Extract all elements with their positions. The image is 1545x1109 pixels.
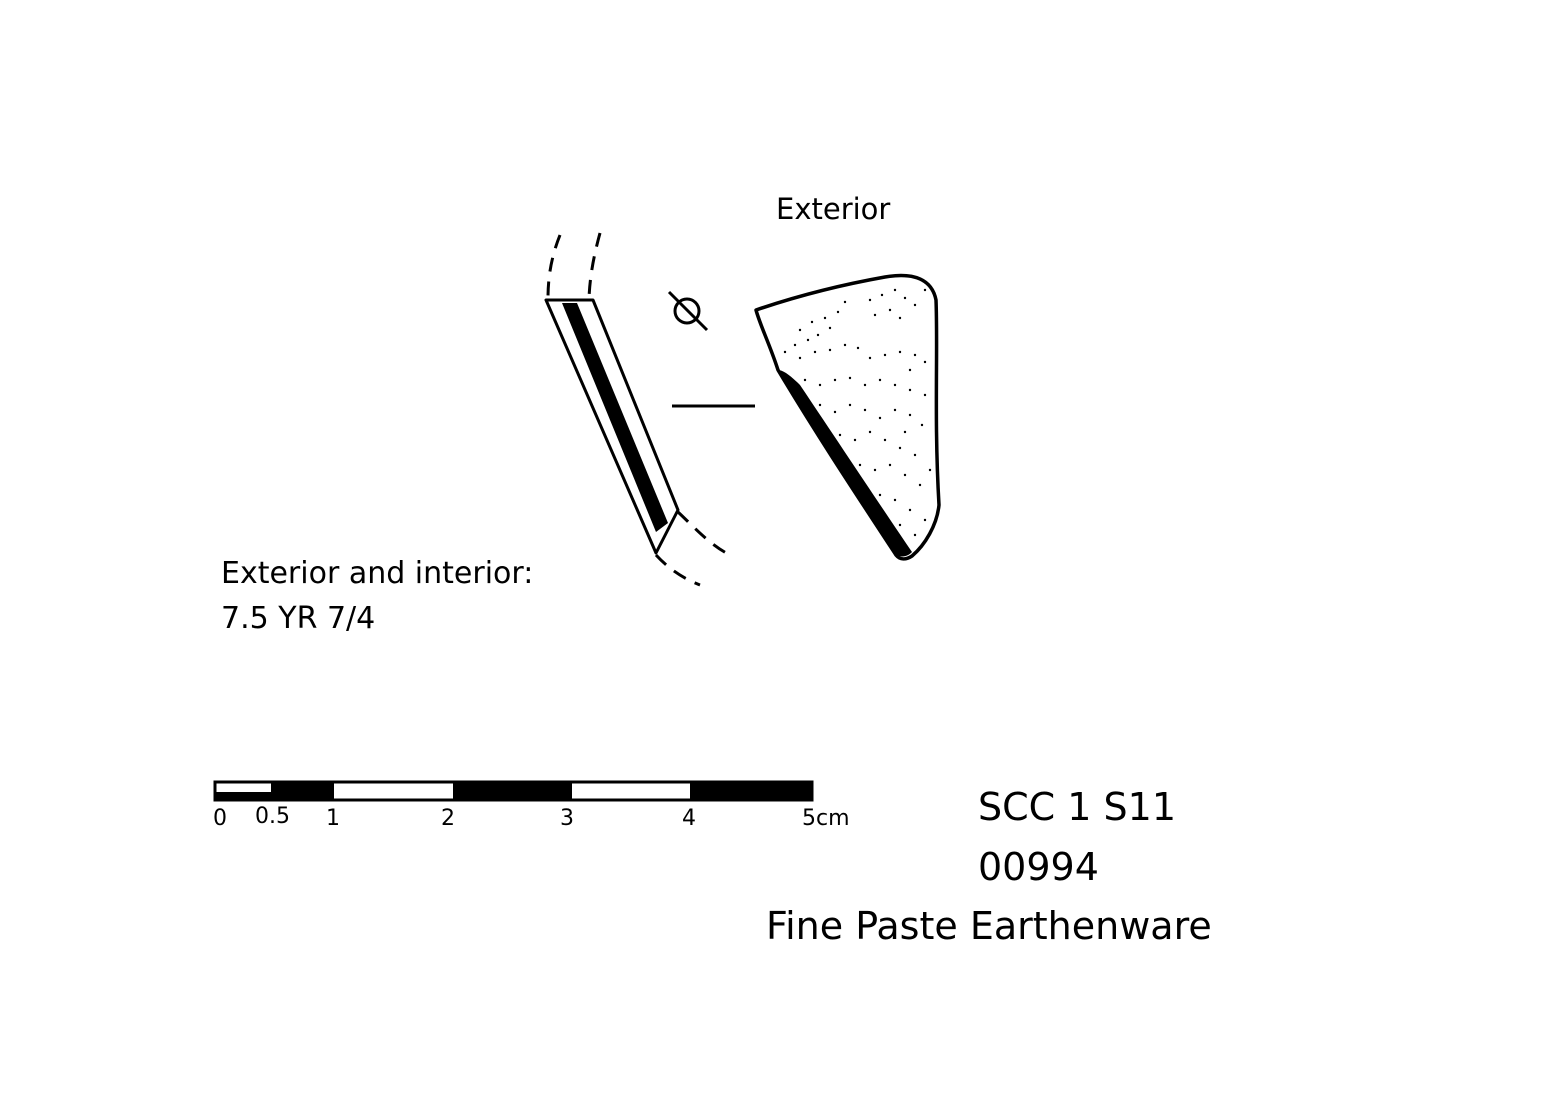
- profile-section: [544, 298, 680, 555]
- scale-segment: [453, 782, 572, 800]
- scale-tick-label: 5cm: [802, 806, 850, 831]
- scale-tick-label: 1: [326, 806, 340, 831]
- scale-tick-label: 0.5: [255, 804, 290, 829]
- color-note-title: Exterior and interior:: [221, 556, 534, 591]
- scale-tick-label: 4: [682, 806, 696, 831]
- scale-segment: [690, 782, 812, 800]
- exterior-view-sherd: [754, 273, 941, 561]
- specimen-site: SCC 1 S11: [978, 785, 1176, 829]
- exterior-label: Exterior: [776, 192, 891, 226]
- specimen-ware: Fine Paste Earthenware: [766, 904, 1212, 948]
- profile-continuation-bottom: [654, 510, 731, 587]
- scale-segment: [271, 782, 334, 800]
- color-note-munsell: 7.5 YR 7/4: [221, 601, 376, 636]
- scale-tick-label: 3: [560, 806, 574, 831]
- profile-continuation-top: [546, 232, 602, 299]
- scale-bar: [213, 780, 814, 802]
- scale-segment: [215, 792, 271, 800]
- scale-tick-label: 0: [213, 806, 227, 831]
- scale-segment: [572, 785, 690, 797]
- surface-stipple: [783, 288, 932, 537]
- specimen-number: 00994: [978, 845, 1099, 889]
- scale-tick-label: 2: [441, 806, 455, 831]
- scale-segment: [215, 782, 271, 792]
- scale-segment: [334, 785, 453, 797]
- diameter-symbol-icon: [667, 290, 709, 332]
